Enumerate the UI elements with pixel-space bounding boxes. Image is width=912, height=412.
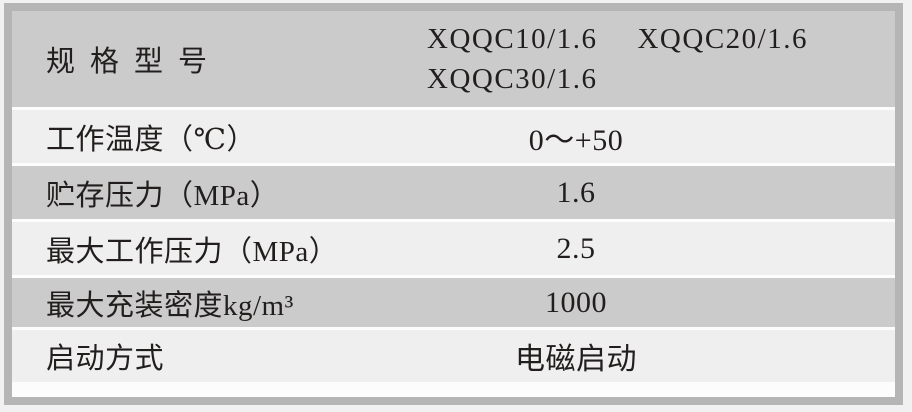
model-item: XQQC20/1.6 bbox=[637, 23, 808, 55]
table-row-max-filling-density: 最大充装密度kg/m³ 1000 bbox=[12, 275, 895, 327]
row-value-start-mode: 电磁启动 bbox=[515, 343, 637, 376]
table-row-start-mode: 启动方式 电磁启动 bbox=[12, 327, 895, 382]
row-label-start-mode: 启动方式 bbox=[46, 343, 165, 375]
model-item: XQQC10/1.6 bbox=[427, 23, 598, 55]
row-value-max-working-pressure: 2.5 bbox=[556, 231, 596, 265]
model-item: XQQC30/1.6 bbox=[427, 63, 598, 95]
row-label-storage-pressure: 贮存压力（MPa） bbox=[46, 179, 280, 212]
row-label-max-working-pressure: 最大工作压力（MPa） bbox=[46, 235, 339, 268]
row-value-max-filling-density: 1000 bbox=[545, 285, 607, 319]
table-row-max-working-pressure: 最大工作压力（MPa） 2.5 bbox=[12, 219, 895, 275]
row-value-models: XQQC10/1.6 XQQC20/1.6 XQQC30/1.6 bbox=[422, 19, 892, 99]
row-label-model: 规格型号 bbox=[46, 46, 223, 78]
row-value-working-temperature: 0～+50 bbox=[528, 123, 624, 157]
row-label-working-temperature: 工作温度（℃） bbox=[46, 123, 256, 156]
table-row-working-temperature: 工作温度（℃） 0～+50 bbox=[12, 107, 895, 163]
spec-table: 规格型号 XQQC10/1.6 XQQC20/1.6 XQQC30/1.6 工作… bbox=[4, 3, 903, 405]
table-row-model: 规格型号 XQQC10/1.6 XQQC20/1.6 XQQC30/1.6 bbox=[12, 11, 895, 107]
table-row-storage-pressure: 贮存压力（MPa） 1.6 bbox=[12, 163, 895, 219]
row-label-max-filling-density: 最大充装密度kg/m³ bbox=[46, 289, 294, 322]
row-value-storage-pressure: 1.6 bbox=[556, 175, 596, 209]
